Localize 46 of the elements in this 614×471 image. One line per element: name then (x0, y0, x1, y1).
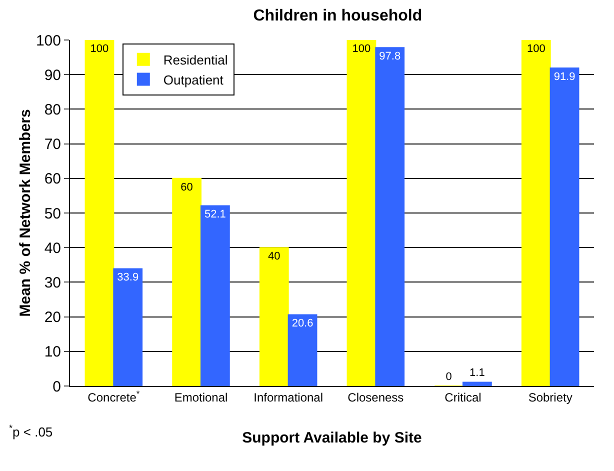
x-tick-label: Critical (444, 390, 482, 404)
bar (84, 40, 114, 386)
y-tick-label: 70 (44, 136, 61, 154)
chart-title: Children in household (253, 8, 422, 25)
bar (346, 40, 376, 386)
data-label: 33.9 (117, 272, 139, 284)
data-label: 100 (90, 43, 109, 55)
y-tick-label: 30 (44, 274, 61, 292)
x-tick-label: Informational (254, 390, 324, 404)
x-tick-label: Closeness (348, 390, 404, 404)
legend-label: Residential (163, 52, 228, 68)
data-label: 60 (180, 181, 193, 194)
data-label: 20.6 (292, 318, 314, 330)
bar (172, 178, 202, 386)
bar (462, 382, 492, 386)
data-label: 1.1 (470, 367, 485, 380)
data-label: 0 (446, 371, 452, 383)
bar (288, 314, 318, 386)
x-tick-label: Concrete$^{*}$ (88, 388, 140, 404)
x-tick-label: Emotional (174, 390, 228, 404)
data-label: 100 (526, 43, 546, 55)
legend-label: Outpatient (163, 72, 224, 88)
data-label: 97.8 (379, 50, 401, 63)
y-axis-title: Mean % of Network Members (17, 109, 34, 317)
y-tick-label: 50 (44, 205, 61, 222)
y-tick-label: 60 (44, 170, 61, 188)
bar (375, 47, 405, 386)
data-label: 100 (352, 43, 371, 55)
y-tick-label: 80 (44, 101, 61, 118)
bar (200, 205, 230, 386)
text: $^{*}$p < .05 (9, 423, 53, 440)
data-label: 52.1 (204, 208, 226, 221)
y-tick-label: 40 (44, 240, 61, 257)
y-tick-label: 100 (36, 32, 61, 50)
bar (259, 247, 289, 386)
data-label: 91.9 (554, 71, 576, 84)
y-tick-label: 20 (44, 309, 61, 326)
y-tick-label: 10 (44, 344, 61, 361)
x-axis-title: Support Available by Site (242, 429, 422, 446)
bar (521, 40, 551, 386)
bar (550, 68, 580, 386)
y-tick-label: 90 (44, 66, 61, 84)
x-tick-label: Sobriety (528, 390, 572, 404)
data-label: 40 (268, 250, 280, 263)
y-tick-label: 0 (52, 378, 61, 396)
bar (113, 268, 143, 386)
